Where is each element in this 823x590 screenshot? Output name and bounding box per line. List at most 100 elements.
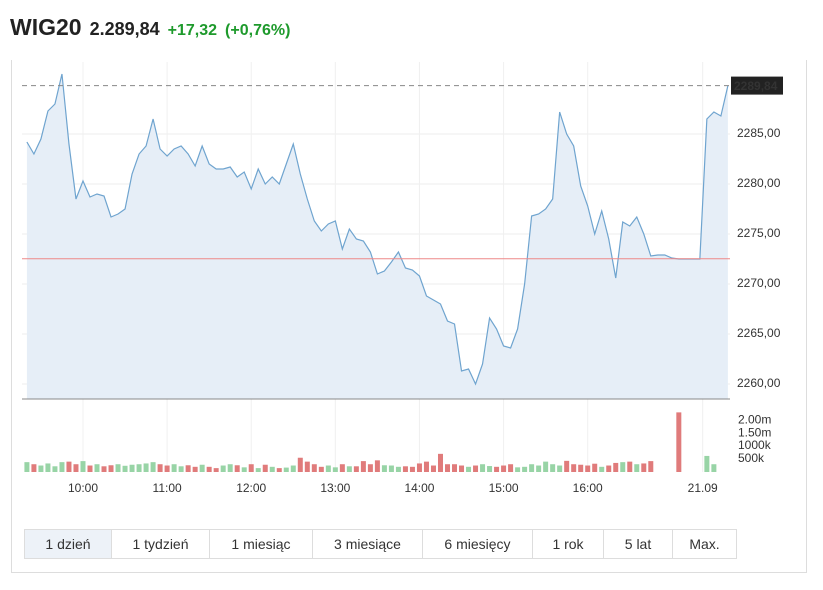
volume-bar — [213, 468, 219, 472]
volume-bar — [402, 466, 408, 472]
volume-bar — [339, 464, 345, 472]
volume-bar — [297, 457, 303, 472]
x-tick-label: 13:00 — [320, 481, 350, 495]
volume-bar — [557, 465, 563, 472]
volume-bar — [599, 466, 605, 472]
volume-bar — [529, 464, 535, 472]
volume-bar — [94, 464, 100, 472]
range-button[interactable]: 1 rok — [533, 530, 604, 558]
volume-bar — [627, 461, 633, 472]
y-tick-label: 2270,00 — [737, 276, 781, 290]
volume-bar — [634, 464, 640, 472]
range-button[interactable]: 1 miesiąc — [210, 530, 313, 558]
price: 2.289,84 — [89, 19, 160, 39]
volume-bar — [564, 460, 570, 472]
volume-bar — [381, 465, 387, 472]
volume-bar — [269, 466, 275, 472]
y-tick-label: 2280,00 — [737, 176, 781, 190]
volume-bar — [536, 465, 542, 472]
volume-bar — [395, 466, 401, 472]
volume-bar — [641, 463, 647, 472]
volume-bar — [606, 465, 612, 472]
volume-bar — [129, 464, 135, 472]
volume-bar — [31, 464, 37, 472]
volume-bar — [283, 467, 289, 472]
y-tick-label: 2285,00 — [737, 126, 781, 140]
volume-bar — [430, 465, 436, 472]
y-tick-label: 2265,00 — [737, 326, 781, 340]
volume-bar — [178, 466, 184, 472]
volume-bar — [501, 465, 507, 472]
volume-bar — [101, 466, 107, 472]
range-button[interactable]: 3 miesiące — [313, 530, 423, 558]
price-line — [26, 73, 729, 386]
y-tick-label: 2260,00 — [737, 376, 781, 390]
volume-bar — [108, 465, 114, 472]
volume-bar — [648, 461, 654, 472]
volume-bar — [367, 464, 373, 472]
chart-box — [11, 60, 807, 573]
volume-bar — [52, 466, 58, 472]
symbol: WIG20 — [10, 14, 82, 40]
volume-bar — [255, 468, 261, 472]
x-tick-label: 21.09 — [688, 481, 718, 495]
range-buttons: 1 dzień 1 tydzień 1 miesiąc 3 miesiące 6 mie… — [24, 529, 737, 559]
volume-bar — [466, 466, 472, 472]
volume-bar — [157, 464, 163, 472]
volume-bar — [571, 464, 577, 472]
volume-bar — [620, 462, 626, 472]
volume-bar — [409, 466, 415, 472]
volume-bar — [38, 465, 44, 472]
volume-bar — [578, 464, 584, 472]
volume-bar — [276, 468, 282, 472]
volume-bar — [522, 466, 528, 472]
volume-bar — [487, 466, 493, 472]
volume-bar — [445, 464, 451, 472]
volume-bar — [459, 465, 465, 472]
volume-bar — [416, 463, 422, 472]
change: +17,32 — [167, 22, 218, 39]
volume-bar — [241, 467, 247, 472]
volume-bar — [374, 460, 380, 472]
volume-bar — [262, 464, 268, 472]
volume-bar — [199, 464, 205, 472]
x-tick-label: 14:00 — [404, 481, 434, 495]
volume-bar — [59, 462, 65, 472]
volume-bar — [543, 461, 549, 472]
volume-bar — [115, 464, 121, 472]
volume-bar — [171, 464, 177, 472]
last-price-label: 2289,84 — [734, 79, 778, 93]
header: WIG20 2.289,84 +17,32 (+0,76%) — [10, 14, 290, 44]
volume-bar — [515, 467, 521, 472]
area — [26, 74, 728, 399]
x-tick-label: 11:00 — [153, 481, 182, 495]
volume-bar — [346, 466, 352, 472]
volume-bar — [136, 464, 142, 472]
volume-tick-label: 2.00m — [738, 412, 771, 426]
volume-bar — [185, 465, 191, 472]
range-button[interactable]: 1 dzień — [25, 530, 112, 558]
volume-bar — [24, 462, 30, 472]
range-button[interactable]: 5 lat — [604, 530, 673, 558]
volume-tick-label: 1.50m — [738, 425, 771, 439]
y-tick-label: 2275,00 — [737, 226, 781, 240]
volume-bar — [480, 464, 486, 472]
volume-bar — [164, 465, 170, 472]
volume-bar — [234, 465, 240, 472]
volume-bar — [150, 462, 156, 472]
volume-bar — [592, 463, 598, 472]
range-button[interactable]: Max. — [689, 536, 720, 552]
chart: 2260,00 2265,00 2270,00 2275,00 2280,00 2285,… — [22, 62, 783, 495]
volume-bar — [613, 462, 619, 472]
volume-bar — [80, 461, 86, 472]
range-button[interactable]: 6 miesięcy — [423, 530, 533, 558]
volume-bar — [437, 453, 443, 472]
range-button[interactable]: 1 tydzień — [112, 530, 210, 558]
volume-bar — [304, 461, 310, 472]
volume-bar — [550, 464, 556, 472]
volume-bar — [143, 463, 149, 472]
volume-bar — [66, 461, 72, 472]
volume-bar — [325, 465, 331, 472]
volume-bar — [332, 467, 338, 472]
volume-bar — [122, 465, 128, 472]
